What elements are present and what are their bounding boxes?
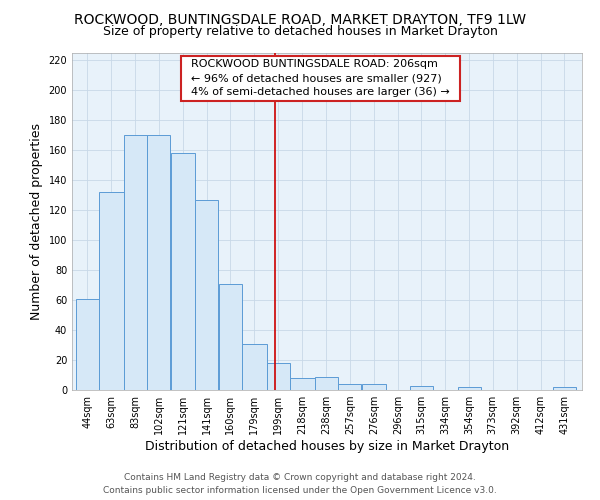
Bar [267, 363, 290, 390]
Bar [170, 153, 195, 390]
Bar [242, 344, 266, 390]
Bar [362, 384, 386, 390]
Bar [290, 378, 314, 390]
Text: Size of property relative to detached houses in Market Drayton: Size of property relative to detached ho… [103, 25, 497, 38]
Bar [219, 284, 242, 390]
Text: ROCKWOOD BUNTINGSDALE ROAD: 206sqm
  ← 96% of detached houses are smaller (927)
: ROCKWOOD BUNTINGSDALE ROAD: 206sqm ← 96%… [184, 59, 457, 97]
Bar [99, 192, 124, 390]
Bar [124, 135, 147, 390]
Bar [196, 200, 218, 390]
X-axis label: Distribution of detached houses by size in Market Drayton: Distribution of detached houses by size … [145, 440, 509, 453]
Bar [458, 387, 481, 390]
Text: ROCKWOOD, BUNTINGSDALE ROAD, MARKET DRAYTON, TF9 1LW: ROCKWOOD, BUNTINGSDALE ROAD, MARKET DRAY… [74, 12, 526, 26]
Bar [76, 298, 99, 390]
Bar [315, 376, 338, 390]
Bar [338, 384, 361, 390]
Bar [410, 386, 433, 390]
Y-axis label: Number of detached properties: Number of detached properties [30, 122, 43, 320]
Bar [553, 387, 576, 390]
Text: Contains HM Land Registry data © Crown copyright and database right 2024.
Contai: Contains HM Land Registry data © Crown c… [103, 474, 497, 495]
Bar [147, 135, 170, 390]
